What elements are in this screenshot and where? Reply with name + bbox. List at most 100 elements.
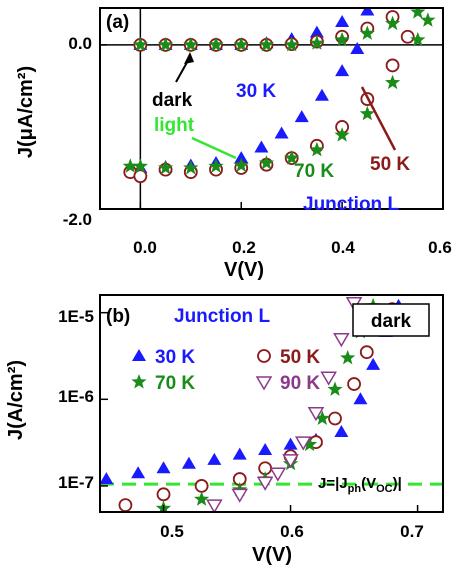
- panel-b-point: [307, 406, 325, 422]
- panel-a-xtick-3: 0.6: [428, 238, 452, 257]
- panel-a-dark-label: dark: [152, 90, 193, 111]
- panel-a-point: [385, 74, 401, 90]
- panel-b-point: [100, 472, 114, 485]
- panel-b-point: [359, 345, 374, 360]
- panel-b-series-3: [206, 297, 363, 512]
- panel-a-point: [385, 58, 400, 73]
- panel-b-point: [181, 456, 196, 469]
- panel-a-dark-arrowhead: [184, 52, 194, 64]
- panel-b-ytick-2: 1E-7: [58, 473, 94, 492]
- panel-b-point: [118, 498, 133, 512]
- panel-a-point: [208, 158, 224, 173]
- panel-a-point: [334, 127, 350, 142]
- legend-marker: [255, 376, 273, 391]
- panel-b-point: [131, 466, 146, 479]
- panel-a-50k-arrow: [360, 86, 397, 151]
- panel-a-xlabel: V(V): [224, 259, 264, 281]
- panel-b-ref-label: J=|Jph(VOC)|: [318, 475, 402, 495]
- panel-b-point: [353, 392, 368, 405]
- panel-b-junction-label: Junction L: [174, 306, 270, 327]
- panel-b-point: [194, 491, 210, 506]
- panel-b-ticks: [100, 311, 419, 512]
- panel-b-point: [156, 461, 171, 474]
- panel-a-ticks: [100, 44, 444, 210]
- panel-a-point: [410, 32, 426, 47]
- panel-b-xtick-2: 0.7: [400, 522, 424, 541]
- panel-b-legend-50k: 50 K: [280, 347, 320, 368]
- panel-b-legend: [131, 349, 273, 391]
- panel-a-point: [258, 36, 275, 52]
- panel-a-point: [314, 88, 329, 101]
- panel-a-point: [309, 25, 324, 38]
- panel-b-point: [269, 467, 287, 482]
- panel-a-point: [335, 14, 350, 27]
- panel-a-plot-area: [122, 8, 436, 184]
- panel-a-point: [335, 64, 350, 77]
- panel-b-point: [194, 479, 209, 493]
- panel-b-point: [231, 488, 249, 503]
- panel-a-xtick-1: 0.2: [232, 238, 256, 257]
- panel-a-point: [359, 25, 375, 40]
- panel-b-xlabel: V(V): [252, 544, 292, 566]
- panel-a-point: [400, 29, 415, 44]
- panel-a-point: [233, 157, 249, 172]
- panel-a-point: [183, 160, 199, 175]
- panel-b-point: [207, 452, 222, 465]
- panel-a-point: [385, 15, 401, 31]
- panel-b-legend-70k: 70 K: [155, 373, 195, 394]
- panel-b-ylabel: J(A/cm²): [5, 360, 27, 440]
- panel-b-point: [156, 487, 171, 502]
- panel-a: 0.0 -2.0 0.0 0.2 0.4 0.6 V(V) J(μA/cm²) …: [15, 7, 452, 281]
- panel-a-point: [350, 42, 365, 55]
- panel-a-50k-label: 50 K: [370, 154, 410, 175]
- panel-b-point: [328, 411, 342, 426]
- panel-b-dark-label: dark: [371, 311, 412, 332]
- panel-a-point: [410, 8, 426, 19]
- panel-a-point: [420, 12, 436, 27]
- panel-a-ytick-1: -2.0: [63, 210, 92, 229]
- panel-a-ylabel: J(μA/cm²): [15, 66, 37, 158]
- panel-b-point: [333, 333, 350, 348]
- panel-a-light-arrow: [191, 136, 237, 160]
- panel-a-point: [133, 169, 148, 184]
- panel-a-label: (a): [106, 12, 129, 33]
- panel-a-point: [284, 36, 300, 52]
- panel-a-point: [132, 36, 148, 52]
- panel-b-label: (b): [106, 306, 130, 327]
- panel-a-point: [284, 150, 300, 165]
- panel-b-point: [366, 357, 381, 370]
- panel-a-point: [309, 141, 325, 157]
- panel-a-point: [234, 151, 249, 164]
- panel-a-point: [274, 126, 289, 139]
- panel-a-point: [122, 158, 138, 173]
- panel-a-point: [132, 158, 148, 173]
- legend-marker: [132, 349, 146, 361]
- panel-b-point: [206, 499, 223, 512]
- panel-b-point: [334, 424, 349, 437]
- panel-b-legend-90k: 90 K: [280, 373, 320, 394]
- panel-a-point: [208, 36, 224, 52]
- panel-b-point: [256, 476, 274, 491]
- panel-b-ytick-0: 1E-5: [58, 307, 94, 326]
- panel-b-plot-area: [100, 297, 443, 512]
- panel-a-30k-label: 30 K: [236, 81, 276, 102]
- panel-a-point: [158, 36, 174, 52]
- panel-a-point: [360, 8, 375, 16]
- panel-b-xtick-1: 0.6: [280, 522, 304, 541]
- panel-b-point: [232, 447, 247, 460]
- legend-marker: [131, 374, 147, 389]
- panel-a-point: [258, 155, 275, 170]
- panel-b-legend-30k: 30 K: [155, 347, 195, 368]
- panel-b-point: [283, 437, 298, 450]
- panel-b-point: [258, 442, 273, 455]
- panel-b-ytick-1: 1E-6: [58, 387, 94, 406]
- panel-b-dark-box: [352, 303, 430, 337]
- panel-a-point: [233, 36, 249, 52]
- panel-b-point: [340, 350, 356, 365]
- legend-marker: [257, 349, 271, 363]
- panel-a-xtick-0: 0.0: [133, 238, 157, 257]
- panel-a-point: [359, 105, 375, 121]
- panel-b-point: [282, 454, 299, 469]
- panel-a-70k-label: 70 K: [294, 161, 334, 182]
